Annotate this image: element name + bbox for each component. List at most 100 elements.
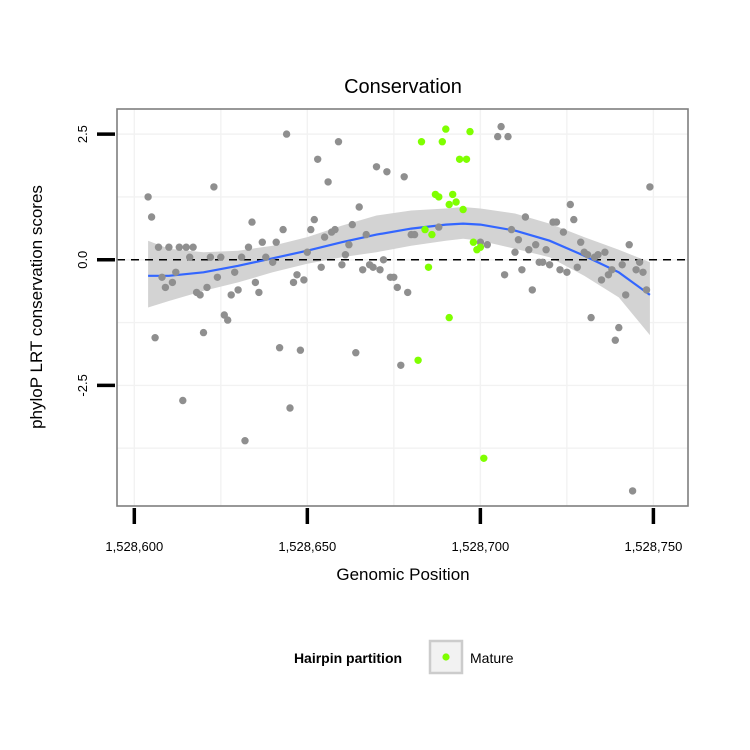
point [397,361,405,369]
point [355,203,363,211]
point [227,291,235,299]
point [144,193,152,201]
point [390,273,398,281]
point [563,268,571,276]
smooth-trend-line [148,222,651,296]
point [594,251,602,259]
point [275,344,284,352]
point [241,437,249,445]
point-mature [449,190,457,199]
point-mature [421,225,429,234]
point [618,261,626,269]
point [314,155,322,163]
point [570,215,578,224]
point [248,218,256,226]
point [161,283,170,292]
point [611,336,619,344]
y-axis: -2.5 0.0 2.5 [75,125,115,397]
y-axis-title: phyloP LRT conservation scores [27,185,46,429]
point [334,138,343,146]
point [642,286,651,294]
x-tick-label: 1,528,650 [278,539,336,554]
point [210,183,218,191]
point [379,256,388,264]
point [189,243,197,251]
x-tick-label: 1,528,750 [624,539,682,554]
point [272,238,280,246]
point [324,178,332,186]
point [147,213,156,221]
point [608,266,616,274]
point [545,261,554,269]
point [615,323,623,332]
point [168,278,177,287]
point [348,220,356,229]
point [213,273,222,281]
point [577,238,585,246]
point [393,283,401,292]
point [279,225,287,234]
point [556,266,564,274]
point [310,215,318,224]
legend-key-mature [442,653,450,661]
point-mature [414,356,422,364]
chart-title: Conservation [344,76,462,98]
point [338,261,346,269]
point [639,268,647,276]
point [282,130,291,138]
point [410,230,419,239]
point [625,241,633,249]
x-tick-label: 1,528,700 [451,539,509,554]
point [234,286,242,294]
point [622,291,630,299]
point [528,286,536,294]
plot-panel [116,108,689,507]
point [293,271,301,279]
y-tick-label: -2.5 [75,374,90,396]
point [559,228,568,236]
point [182,243,190,251]
panel-border [116,108,689,507]
point [587,313,595,322]
point-mature [445,313,453,322]
confidence-band [148,207,650,336]
point-mature [455,155,464,163]
point [269,258,277,266]
point [300,276,308,284]
point-mature [424,263,433,271]
point [345,241,353,249]
point-mature [459,205,467,214]
point-mature [417,138,426,146]
point-mature [462,155,471,163]
point [307,225,315,234]
point [542,246,550,254]
point-mature [466,127,474,136]
point [552,218,561,226]
point [286,404,294,412]
point [497,122,505,131]
point [303,248,311,256]
point [628,487,637,495]
point-mature [476,243,485,251]
point-mature [428,230,436,239]
point [507,225,516,234]
point [435,223,443,231]
point [632,266,640,274]
point [404,288,412,297]
point [231,268,239,276]
x-axis: 1,528,600 1,528,650 1,528,700 1,528,750 [105,508,682,554]
point [359,266,367,274]
point [352,349,360,357]
point [369,263,377,271]
legend-label-mature: Mature [470,650,514,666]
point [597,276,606,284]
x-tick-label: 1,528,600 [105,539,163,554]
point [601,248,609,256]
point [158,273,166,281]
point [172,268,180,276]
point [206,253,215,261]
legend-title: Hairpin partition [294,650,402,666]
y-tick-label: 2.5 [75,125,90,143]
point-mature [469,238,478,246]
